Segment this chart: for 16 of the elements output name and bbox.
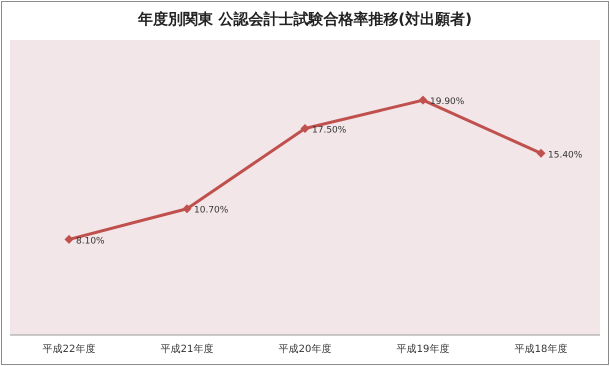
- point: [64, 234, 74, 244]
- data-label: 19.90%: [430, 97, 465, 108]
- point: [418, 96, 428, 105]
- x-tick-label: 平成22年度: [42, 343, 96, 355]
- data-label: 17.50%: [312, 126, 347, 136]
- point: [182, 204, 192, 214]
- x-tick-label: 平成20年度: [278, 343, 332, 355]
- x-tick-label: 平成19年度: [396, 343, 450, 355]
- chart-title: 年度別関東 公認会計士試験合格率推移(対出願者): [137, 10, 472, 28]
- point: [536, 148, 546, 158]
- data-label: 10.70%: [194, 206, 229, 216]
- x-tick-label: 平成18年度: [514, 343, 568, 355]
- data-label: 8.10%: [76, 236, 106, 246]
- point: [300, 124, 310, 133]
- x-tick-label: 平成21年度: [160, 343, 214, 355]
- data-label: 15.40%: [548, 150, 583, 160]
